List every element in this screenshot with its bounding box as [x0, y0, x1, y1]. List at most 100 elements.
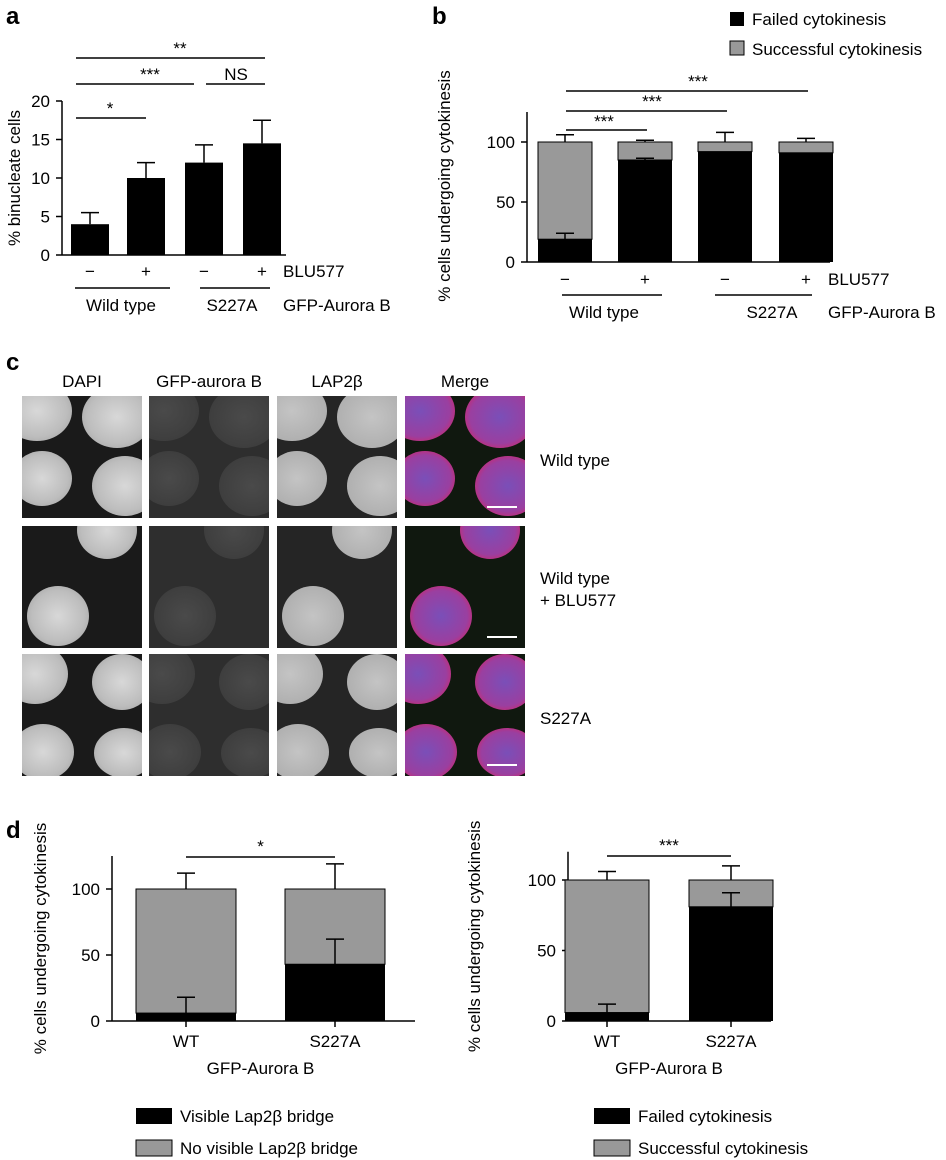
chart-b-y-tick-label: 50 [496, 193, 515, 212]
chart-d2-y-tick-label: 0 [547, 1012, 556, 1031]
chart-a-sign-label: − [85, 262, 95, 281]
nucleus-shape [475, 654, 525, 710]
chart-d1-legend-swatch-upper [135, 1139, 173, 1157]
micro-row-label-line: + BLU577 [540, 591, 617, 610]
nucleus-shape [347, 456, 397, 516]
chart-d1-bar-upper [135, 888, 237, 1014]
nucleus-shape [92, 654, 142, 710]
nucleus-shape [465, 396, 525, 448]
chart-b-sign-label: + [801, 270, 811, 289]
micrograph-cell [277, 654, 397, 776]
micrograph-cell [22, 526, 142, 648]
nucleus-shape [149, 396, 199, 441]
chart-b-sign-label: − [560, 270, 570, 289]
chart-a-group-label: GFP-Aurora B [283, 296, 391, 315]
chart-b-bar-successful [537, 141, 593, 240]
scale-bar [487, 764, 517, 766]
nucleus-shape [22, 724, 74, 776]
micro-row-label-line: S227A [540, 709, 592, 728]
micrograph-cell [149, 396, 269, 518]
panel-label-c: c [6, 349, 19, 376]
chart-a-drug-label: BLU577 [283, 262, 344, 281]
micro-row-label: Wild type + BLU577 [540, 568, 616, 612]
chart-d1-bar-lower [136, 1013, 236, 1021]
nucleus-shape [405, 654, 451, 704]
chart-d1-y-label: % cells undergoing cytokinesis [31, 823, 50, 1055]
nucleus-shape [27, 586, 89, 646]
chart-a-y-tick-label: 15 [31, 131, 50, 150]
chart-b-legend-swatch-successful [729, 40, 745, 56]
micrograph-cell [149, 654, 269, 776]
nucleus-shape [22, 451, 72, 506]
chart-b-sig-2: *** [642, 92, 662, 111]
chart-d2-bar-lower [565, 1012, 649, 1021]
chart-b-legend-swatch-failed [730, 12, 744, 26]
chart-d1-legend-swatch-lower [136, 1108, 172, 1124]
micrograph-cell [277, 526, 397, 648]
nucleus-shape [92, 456, 142, 516]
panel-label-b: b [432, 3, 447, 30]
chart-d1-y-tick-label: 50 [81, 946, 100, 965]
chart-d2-y-tick-label: 100 [528, 871, 556, 890]
chart-d1-sig: * [257, 837, 264, 856]
chart-b-group-label: GFP-Aurora B [828, 303, 936, 322]
micro-column-header: GFP-aurora B [156, 372, 262, 391]
nucleus-shape [82, 396, 142, 448]
chart-b-drug-label: BLU577 [828, 270, 889, 289]
chart-a-sign-label: + [141, 262, 151, 281]
chart-a-bar [71, 224, 109, 255]
chart-a-sig-2: *** [140, 65, 160, 84]
nucleus-shape [347, 654, 397, 710]
nucleus-shape [277, 396, 327, 441]
chart-d2-sig: *** [659, 836, 679, 855]
nucleus-shape [332, 526, 392, 559]
chart-d2-legend-successful: Successful cytokinesis [638, 1139, 808, 1158]
chart-b-group-wild-type: Wild type [569, 303, 639, 322]
nucleus-shape [460, 526, 520, 559]
chart-d1-bar-lower [285, 964, 385, 1021]
nucleus-shape [405, 451, 455, 506]
micro-row-label-line: Wild type [540, 569, 610, 588]
chart-d2-y-tick-label: 50 [537, 942, 556, 961]
chart-b-bar-successful [778, 141, 834, 154]
nucleus-shape [282, 586, 344, 646]
chart-b-sign-label: + [640, 270, 650, 289]
nucleus-shape [204, 526, 264, 559]
chart-a-bar [185, 162, 223, 255]
chart-a-sig-1: * [107, 99, 114, 118]
nucleus-shape [219, 654, 269, 710]
micrograph-cell [149, 526, 269, 648]
micrograph-cell [22, 396, 142, 518]
micrograph-cell [22, 654, 142, 776]
nucleus-shape [405, 724, 457, 776]
chart-a-bar [243, 143, 281, 255]
chart-b-bar-successful [617, 141, 673, 161]
chart-a-y-tick-label: 20 [31, 92, 50, 111]
chart-b-bar-failed [698, 151, 752, 262]
chart-b-legend-failed: Failed cytokinesis [752, 10, 886, 29]
nucleus-shape [277, 724, 329, 776]
nucleus-shape [22, 396, 72, 441]
chart-a-y-tick-label: 5 [41, 208, 50, 227]
chart-b-sign-label: − [720, 270, 730, 289]
chart-b-bar-failed [618, 160, 672, 262]
nucleus-shape [94, 728, 142, 776]
chart-b-sig-3: *** [688, 72, 708, 91]
chart-d2-x-label: GFP-Aurora B [615, 1059, 723, 1078]
micro-column-header: Merge [440, 372, 490, 391]
chart-d2-bar-upper [564, 879, 650, 1014]
chart-a-y-tick-label: 0 [41, 246, 50, 265]
chart-b-y-tick-label: 100 [487, 133, 515, 152]
micrograph-cell [405, 654, 525, 776]
chart-b-bar-successful [697, 141, 753, 153]
chart-b-legend-successful: Successful cytokinesis [752, 40, 922, 59]
micrograph-cell [405, 526, 525, 648]
micro-row-label: S227A [540, 708, 591, 730]
nucleus-shape [477, 728, 525, 776]
panel-label-d: d [6, 817, 21, 844]
micro-row-label: Wild type [540, 450, 610, 472]
nucleus-shape [149, 724, 201, 776]
scale-bar [487, 506, 517, 508]
chart-a-group-wild-type: Wild type [86, 296, 156, 315]
